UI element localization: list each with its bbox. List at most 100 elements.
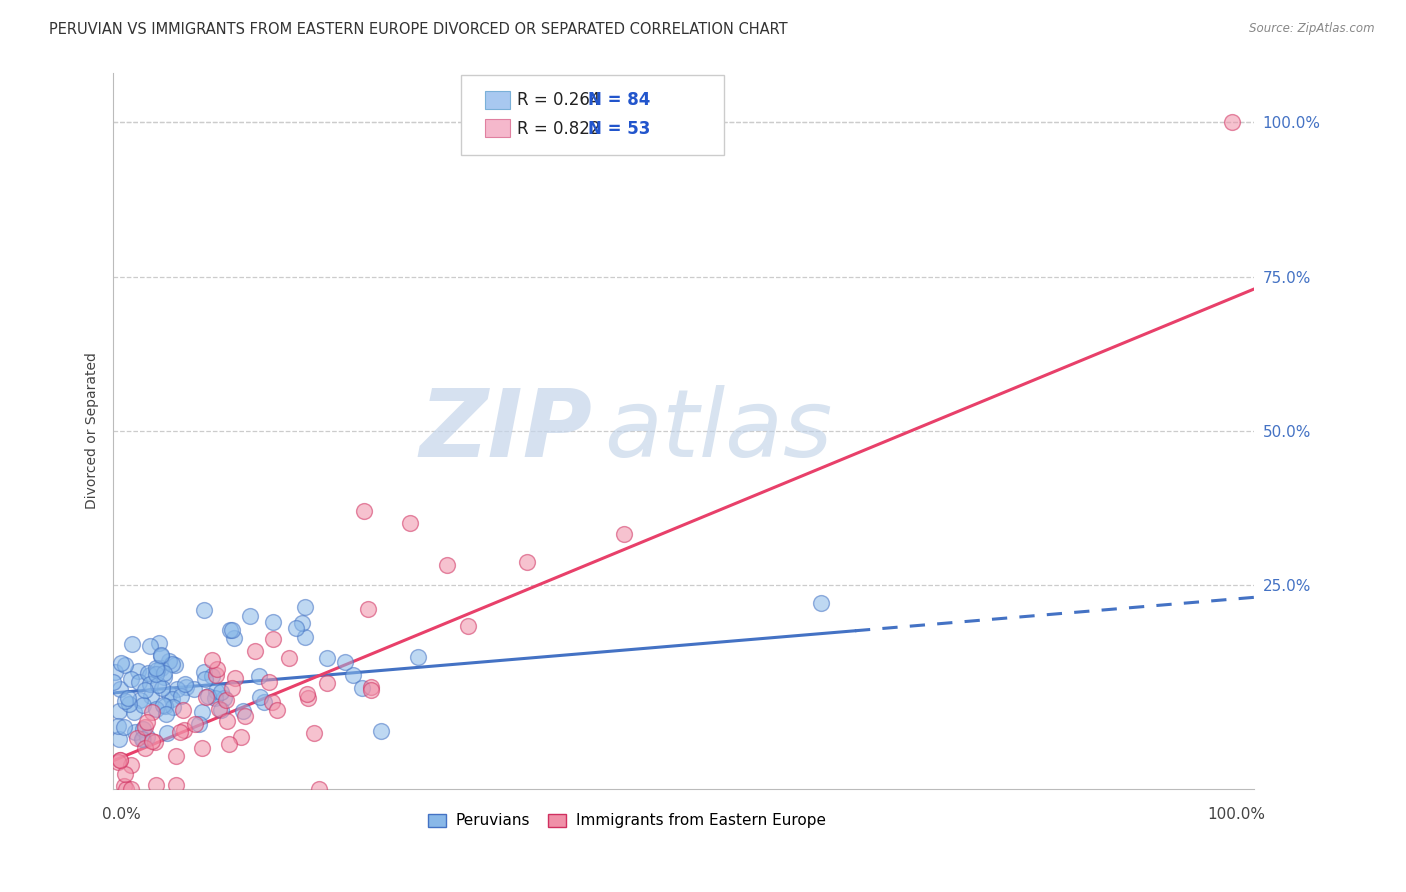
Text: atlas: atlas xyxy=(605,385,832,476)
Point xyxy=(262,615,284,629)
Point xyxy=(139,677,162,691)
Point xyxy=(295,687,318,701)
Point xyxy=(516,555,538,569)
Point xyxy=(141,705,163,719)
Point xyxy=(233,709,256,723)
Point xyxy=(316,676,339,690)
Point xyxy=(406,650,429,665)
Point xyxy=(212,691,235,706)
Point xyxy=(191,741,214,756)
Point xyxy=(232,704,254,718)
Point xyxy=(127,664,149,678)
Point xyxy=(152,698,174,712)
Text: N = 53: N = 53 xyxy=(588,120,651,138)
Point xyxy=(104,665,127,679)
Point xyxy=(810,597,832,611)
Legend: Peruvians, Immigrants from Eastern Europe: Peruvians, Immigrants from Eastern Europ… xyxy=(422,807,832,835)
Point xyxy=(131,732,153,747)
Point xyxy=(157,654,180,668)
Point xyxy=(121,637,143,651)
Point xyxy=(176,680,198,694)
Point xyxy=(165,779,187,793)
Point xyxy=(253,695,276,709)
Point xyxy=(153,699,176,714)
Point xyxy=(162,657,184,671)
Point xyxy=(148,636,170,650)
Point xyxy=(125,731,148,745)
Point xyxy=(162,700,184,714)
Point xyxy=(155,706,177,721)
Point xyxy=(350,681,373,695)
Point xyxy=(302,726,325,740)
Point xyxy=(239,608,262,623)
FancyBboxPatch shape xyxy=(461,75,724,155)
Point xyxy=(201,669,224,683)
Point xyxy=(205,684,228,698)
Text: N = 84: N = 84 xyxy=(588,91,651,109)
Point xyxy=(110,656,132,670)
Point xyxy=(245,643,267,657)
Point xyxy=(215,692,238,706)
Point xyxy=(333,655,356,669)
Point xyxy=(204,690,226,705)
Point xyxy=(145,661,167,675)
Point xyxy=(120,758,142,772)
Point xyxy=(257,675,280,690)
Point xyxy=(209,685,232,699)
Point xyxy=(114,781,136,796)
Point xyxy=(194,672,217,686)
Point xyxy=(131,732,153,747)
Point xyxy=(132,698,155,712)
Point xyxy=(138,639,160,653)
Point xyxy=(356,601,378,615)
Point xyxy=(266,703,288,717)
Text: Source: ZipAtlas.com: Source: ZipAtlas.com xyxy=(1250,22,1375,36)
Point xyxy=(135,731,157,745)
Point xyxy=(229,730,252,744)
Point xyxy=(134,682,156,697)
Point xyxy=(193,665,215,680)
Point xyxy=(152,670,174,684)
Point xyxy=(209,703,232,717)
Bar xyxy=(485,91,510,109)
Point xyxy=(107,755,129,769)
Point xyxy=(360,682,382,697)
Point xyxy=(224,671,246,685)
Point xyxy=(114,693,136,707)
Bar xyxy=(485,120,510,137)
Point xyxy=(170,689,193,703)
Point xyxy=(134,720,156,734)
Point xyxy=(169,725,191,739)
Point xyxy=(262,694,284,708)
Point xyxy=(162,691,184,706)
Point xyxy=(114,767,136,781)
Point xyxy=(399,516,422,531)
Text: 0.0%: 0.0% xyxy=(101,807,141,822)
Point xyxy=(173,723,195,737)
Text: ZIP: ZIP xyxy=(419,384,592,476)
Text: PERUVIAN VS IMMIGRANTS FROM EASTERN EUROPE DIVORCED OR SEPARATED CORRELATION CHA: PERUVIAN VS IMMIGRANTS FROM EASTERN EURO… xyxy=(49,22,787,37)
Point xyxy=(131,722,153,736)
Point xyxy=(1220,115,1243,129)
Point xyxy=(291,616,314,631)
Point xyxy=(141,734,163,748)
Point xyxy=(457,619,479,633)
Point xyxy=(124,725,146,739)
Point xyxy=(141,689,163,703)
Point xyxy=(183,681,205,696)
Point xyxy=(297,691,319,706)
Point xyxy=(184,716,207,731)
Point xyxy=(284,621,307,635)
Point xyxy=(294,630,316,644)
Point xyxy=(153,666,176,681)
Point xyxy=(360,681,382,695)
Point xyxy=(163,658,186,673)
Point xyxy=(294,600,316,615)
Point xyxy=(145,667,167,681)
Point xyxy=(247,669,270,683)
Point xyxy=(277,651,299,665)
Point xyxy=(107,704,129,718)
Point xyxy=(208,702,231,716)
Point xyxy=(107,719,129,733)
Point xyxy=(134,741,156,756)
